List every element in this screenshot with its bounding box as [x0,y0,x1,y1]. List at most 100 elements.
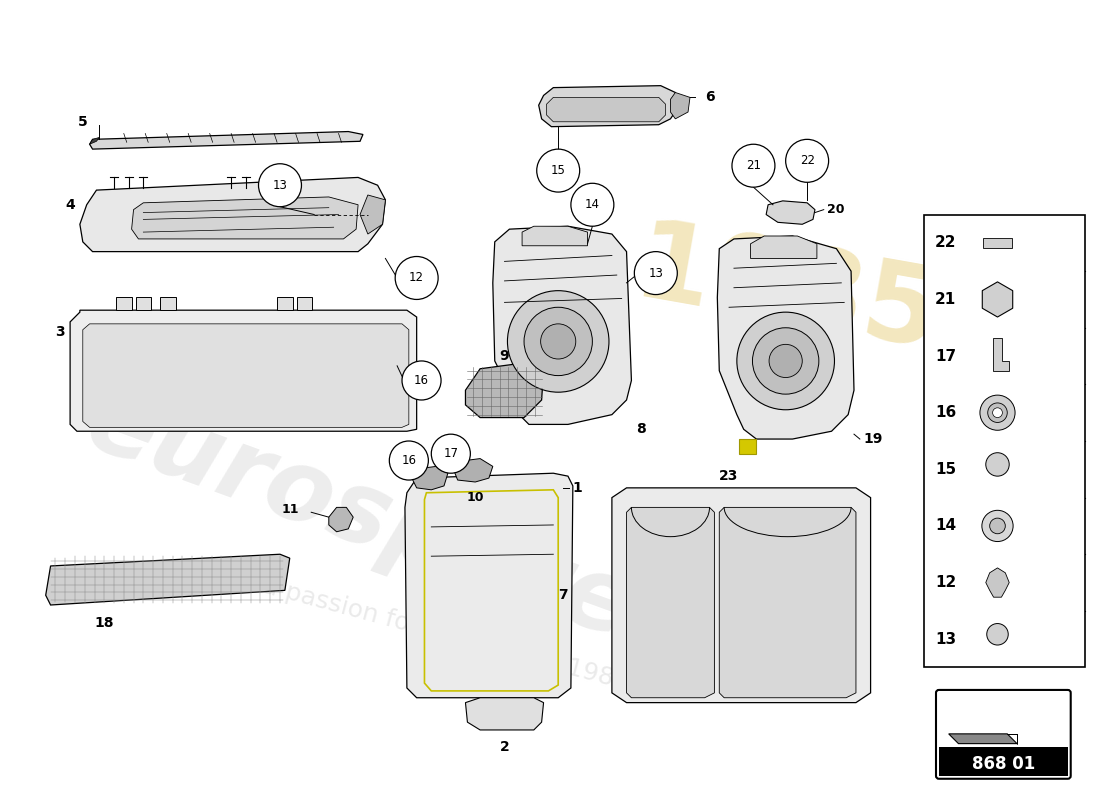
Polygon shape [671,93,690,119]
Text: 22: 22 [800,154,815,167]
Circle shape [986,453,1009,476]
Text: 21: 21 [746,159,761,172]
Text: 6: 6 [705,90,714,104]
FancyBboxPatch shape [936,690,1070,778]
Text: 17: 17 [443,447,459,460]
Bar [939,746,1068,776]
Text: 14: 14 [585,198,600,211]
Polygon shape [89,131,363,149]
Circle shape [785,139,828,182]
Circle shape [571,183,614,226]
Circle shape [258,164,301,206]
Polygon shape [454,458,493,482]
Polygon shape [519,478,543,688]
Circle shape [732,144,774,187]
Text: eurospares: eurospares [74,373,701,681]
Polygon shape [948,734,1018,744]
Circle shape [540,324,575,359]
Circle shape [537,149,580,192]
Circle shape [987,623,1009,645]
Circle shape [402,361,441,400]
Text: 11: 11 [282,503,299,516]
Text: 23: 23 [719,469,739,483]
Bar [924,214,1086,667]
Polygon shape [80,178,385,252]
Circle shape [992,408,1002,418]
Text: 16: 16 [402,454,416,467]
Polygon shape [766,201,815,224]
Circle shape [507,290,609,392]
Text: 19: 19 [864,432,883,446]
Text: 868 01: 868 01 [971,755,1035,773]
Circle shape [431,434,471,474]
Text: 15: 15 [551,164,565,177]
Polygon shape [983,238,1012,248]
Circle shape [769,344,802,378]
Circle shape [988,403,1008,422]
Text: 4: 4 [65,198,75,212]
Polygon shape [360,195,385,234]
Circle shape [982,510,1013,542]
Text: 17: 17 [935,349,956,363]
Text: 16: 16 [414,374,429,387]
Polygon shape [297,298,312,310]
Text: 16: 16 [935,405,956,420]
Text: 14: 14 [935,518,956,534]
Text: 12: 12 [935,575,956,590]
Text: 20: 20 [827,203,844,216]
Text: 18: 18 [95,615,114,630]
Polygon shape [982,282,1013,317]
Circle shape [980,395,1015,430]
Polygon shape [135,298,151,310]
Circle shape [395,257,438,299]
Polygon shape [750,236,817,258]
Polygon shape [539,86,679,126]
Polygon shape [405,474,573,698]
Text: 1: 1 [573,481,583,495]
Text: 3: 3 [56,325,65,338]
Polygon shape [717,236,854,439]
Text: 7: 7 [558,588,568,602]
Polygon shape [160,298,176,310]
Text: 22: 22 [935,235,957,250]
Polygon shape [329,507,353,532]
Polygon shape [70,310,417,431]
Text: a passion for parts since 1985: a passion for parts since 1985 [261,574,631,695]
Polygon shape [627,507,714,698]
Polygon shape [493,226,631,425]
Text: 13: 13 [273,178,287,192]
Polygon shape [46,554,289,605]
Text: 13: 13 [935,632,956,646]
Circle shape [389,441,428,480]
Text: 2: 2 [499,739,509,754]
Circle shape [737,312,835,410]
Text: 15: 15 [935,462,956,477]
Polygon shape [522,226,587,246]
Polygon shape [547,98,666,122]
Text: 13: 13 [648,266,663,279]
Polygon shape [1008,734,1018,744]
Circle shape [752,328,818,394]
Polygon shape [82,324,409,427]
Text: 12: 12 [409,271,425,285]
Polygon shape [465,698,543,730]
Polygon shape [739,439,757,454]
Polygon shape [719,507,856,698]
Polygon shape [277,298,293,310]
Text: 8: 8 [636,422,646,436]
Polygon shape [132,197,359,239]
Text: 10: 10 [466,491,484,504]
Circle shape [635,252,678,294]
Text: 1985: 1985 [626,213,949,372]
Polygon shape [992,338,1009,370]
Polygon shape [612,488,870,702]
Text: 21: 21 [935,292,956,307]
Circle shape [524,307,593,375]
Circle shape [989,290,1006,308]
Polygon shape [986,568,1009,597]
Circle shape [990,518,1005,534]
Polygon shape [411,466,448,490]
Polygon shape [465,363,543,418]
Polygon shape [116,298,132,310]
Polygon shape [89,138,99,144]
